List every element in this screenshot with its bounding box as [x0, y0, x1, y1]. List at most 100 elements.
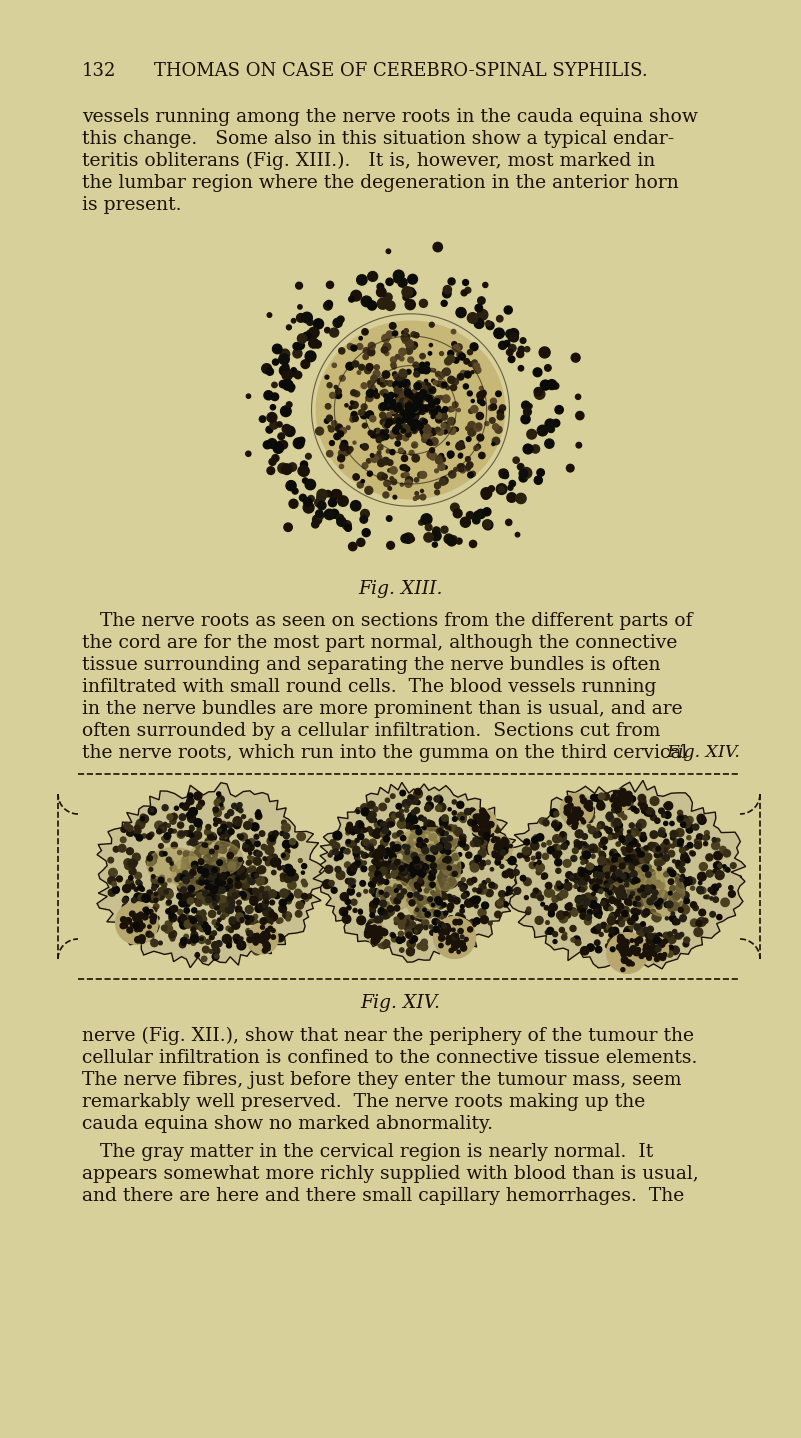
Circle shape: [279, 905, 287, 913]
Circle shape: [629, 873, 635, 880]
Circle shape: [421, 906, 426, 912]
Circle shape: [582, 834, 587, 840]
Circle shape: [646, 808, 653, 815]
Circle shape: [418, 869, 425, 876]
Circle shape: [252, 919, 258, 925]
Circle shape: [597, 874, 600, 877]
Circle shape: [240, 917, 244, 922]
Circle shape: [416, 833, 420, 835]
Circle shape: [391, 863, 397, 870]
Circle shape: [638, 794, 646, 802]
Circle shape: [216, 925, 223, 930]
Circle shape: [519, 473, 527, 482]
Circle shape: [177, 873, 183, 880]
Circle shape: [368, 801, 375, 808]
Circle shape: [434, 910, 441, 916]
Circle shape: [423, 858, 431, 866]
Circle shape: [289, 838, 296, 844]
Circle shape: [266, 856, 274, 864]
Circle shape: [293, 342, 300, 349]
Circle shape: [436, 899, 442, 905]
Circle shape: [280, 873, 286, 879]
Circle shape: [637, 873, 642, 877]
Circle shape: [405, 288, 415, 298]
Circle shape: [263, 857, 267, 860]
Circle shape: [396, 433, 402, 440]
Circle shape: [392, 936, 397, 942]
Circle shape: [324, 328, 330, 332]
Circle shape: [621, 946, 625, 951]
Circle shape: [548, 426, 554, 433]
Circle shape: [622, 873, 630, 880]
Circle shape: [697, 834, 703, 840]
Circle shape: [468, 928, 473, 932]
Circle shape: [276, 441, 285, 450]
Circle shape: [157, 828, 162, 834]
Circle shape: [281, 854, 285, 857]
Circle shape: [687, 879, 691, 883]
Circle shape: [442, 923, 447, 929]
Circle shape: [444, 466, 447, 469]
Text: the cord are for the most part normal, although the connective: the cord are for the most part normal, a…: [82, 634, 678, 651]
Circle shape: [415, 410, 420, 414]
Circle shape: [402, 879, 409, 886]
Circle shape: [425, 912, 430, 917]
Circle shape: [419, 837, 424, 841]
Circle shape: [627, 935, 633, 940]
Circle shape: [504, 341, 510, 347]
Circle shape: [216, 890, 220, 894]
Circle shape: [640, 874, 644, 879]
Circle shape: [429, 857, 436, 864]
Circle shape: [439, 377, 442, 380]
Circle shape: [500, 864, 504, 869]
Circle shape: [614, 864, 618, 870]
Circle shape: [640, 835, 646, 841]
Circle shape: [489, 922, 492, 925]
Circle shape: [147, 834, 152, 840]
Circle shape: [363, 838, 369, 846]
Circle shape: [670, 835, 675, 840]
Circle shape: [429, 874, 435, 880]
Circle shape: [622, 873, 628, 880]
Circle shape: [453, 800, 457, 804]
Circle shape: [224, 876, 229, 880]
Circle shape: [609, 879, 614, 884]
Circle shape: [473, 825, 479, 831]
Circle shape: [625, 892, 629, 896]
Circle shape: [417, 393, 421, 397]
Circle shape: [221, 834, 225, 838]
Circle shape: [413, 857, 420, 863]
Circle shape: [429, 453, 437, 460]
Circle shape: [524, 879, 531, 886]
Circle shape: [414, 371, 420, 377]
Circle shape: [444, 894, 448, 899]
Circle shape: [490, 404, 497, 410]
Circle shape: [362, 329, 368, 335]
Circle shape: [645, 933, 650, 938]
Circle shape: [618, 795, 622, 800]
Circle shape: [352, 401, 358, 408]
Circle shape: [130, 884, 135, 889]
Circle shape: [191, 827, 194, 831]
Circle shape: [204, 828, 211, 835]
Circle shape: [622, 873, 629, 880]
Circle shape: [642, 912, 648, 917]
Circle shape: [328, 426, 331, 429]
Circle shape: [412, 408, 417, 414]
Circle shape: [456, 308, 466, 318]
Circle shape: [653, 848, 658, 853]
Circle shape: [420, 870, 425, 876]
Circle shape: [608, 939, 614, 945]
Circle shape: [377, 298, 388, 309]
Circle shape: [677, 814, 685, 823]
Circle shape: [583, 841, 586, 846]
Circle shape: [425, 876, 432, 881]
Circle shape: [610, 866, 616, 871]
Circle shape: [201, 874, 205, 879]
Circle shape: [421, 390, 424, 394]
Circle shape: [415, 899, 421, 905]
Circle shape: [576, 807, 581, 812]
Circle shape: [679, 932, 684, 938]
Circle shape: [280, 349, 290, 358]
Circle shape: [424, 391, 429, 397]
